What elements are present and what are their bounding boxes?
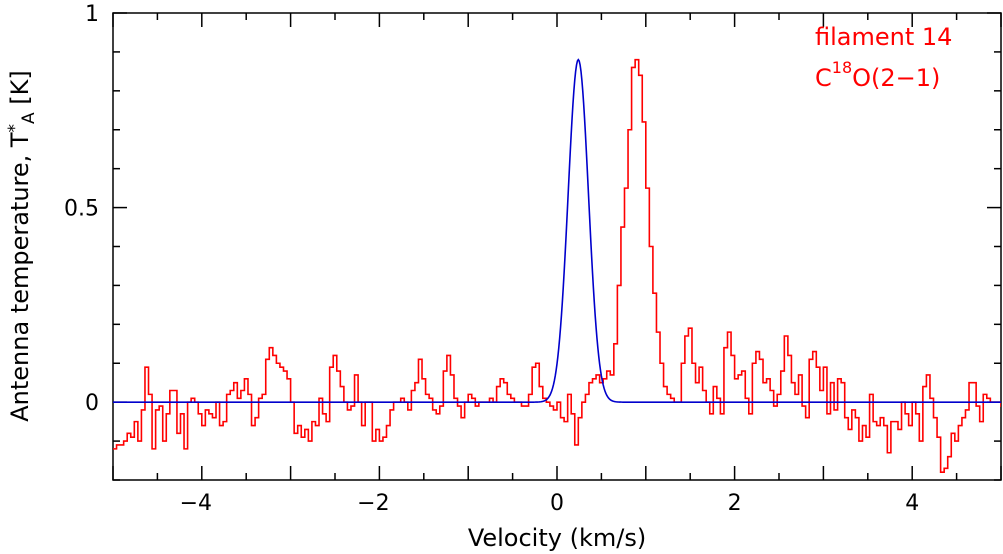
- legend-molecule-suffix: O(2−1): [852, 64, 940, 92]
- x-tick-label: 2: [728, 491, 742, 516]
- y-tick-label: 1: [85, 2, 99, 27]
- x-axis-title: Velocity (km/s): [468, 524, 646, 552]
- y-tick-label: 0.5: [64, 197, 99, 222]
- legend-molecule-sup: 18: [832, 58, 852, 77]
- legend-molecule-label: C18O(2−1): [815, 58, 940, 92]
- legend-molecule-prefix: C: [815, 64, 832, 92]
- y-tick-label: 0: [85, 391, 99, 416]
- x-tick-label: 4: [905, 491, 919, 516]
- x-tick-labels: −4 −2 0 2 4: [180, 491, 920, 516]
- y-tick-labels: 0 0.5 1: [64, 2, 99, 416]
- y-axis-title-sub: A: [19, 112, 39, 124]
- legend-source-label: filament 14: [815, 23, 952, 51]
- y-axis-title: Antenna temperature, T*A [K]: [5, 70, 39, 422]
- y-axis-title-sup: *: [5, 124, 25, 133]
- y-axis-title-prefix: Antenna temperature, T: [6, 132, 34, 422]
- y-axis-title-suffix: [K]: [6, 70, 34, 112]
- observed-spectrum-line: [113, 58, 1001, 474]
- x-tick-label: −2: [357, 491, 389, 516]
- axis-ticks: [112, 12, 1002, 481]
- x-tick-label: −4: [180, 491, 212, 516]
- x-tick-label: 0: [550, 491, 564, 516]
- gaussian-fit-line: [113, 58, 1001, 403]
